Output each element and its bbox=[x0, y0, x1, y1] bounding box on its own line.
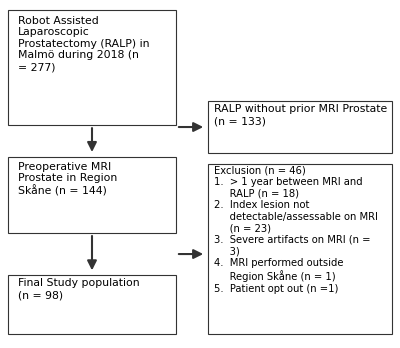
FancyBboxPatch shape bbox=[8, 157, 176, 233]
FancyBboxPatch shape bbox=[208, 164, 392, 334]
Text: RALP without prior MRI Prostate
(n = 133): RALP without prior MRI Prostate (n = 133… bbox=[214, 104, 387, 126]
FancyBboxPatch shape bbox=[208, 101, 392, 153]
Text: Preoperative MRI
Prostate in Region
Skåne (n = 144): Preoperative MRI Prostate in Region Skån… bbox=[18, 162, 117, 197]
FancyBboxPatch shape bbox=[8, 275, 176, 334]
FancyBboxPatch shape bbox=[8, 10, 176, 125]
Text: Exclusion (n = 46)
1.  > 1 year between MRI and
     RALP (n = 18)
2.  Index les: Exclusion (n = 46) 1. > 1 year between M… bbox=[214, 165, 378, 294]
Text: Robot Assisted
Laparoscopic
Prostatectomy (RALP) in
Malmö during 2018 (n
= 277): Robot Assisted Laparoscopic Prostatectom… bbox=[18, 16, 150, 72]
Text: Final Study population
(n = 98): Final Study population (n = 98) bbox=[18, 278, 140, 300]
